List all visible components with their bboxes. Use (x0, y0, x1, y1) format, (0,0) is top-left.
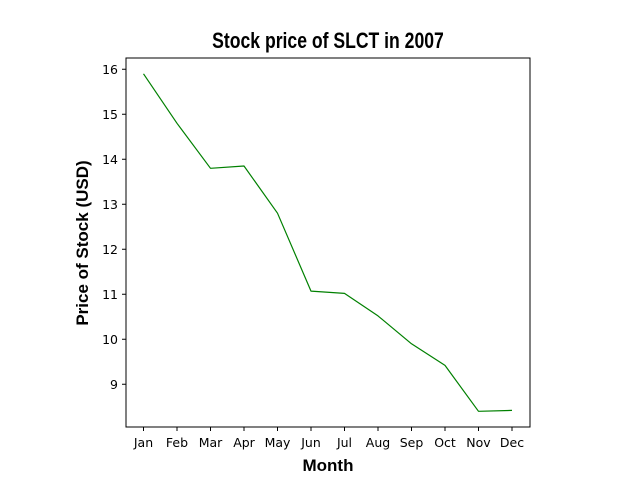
series-layer (143, 73, 513, 412)
x-tick-label: Sep (400, 435, 424, 450)
x-tick-label: Aug (366, 435, 390, 450)
x-tick-label: May (265, 435, 291, 450)
x-tick-label: Oct (434, 435, 456, 450)
y-tick-label: 16 (102, 62, 118, 77)
x-tick-label: Jan (133, 435, 153, 450)
x-tick-label: Jun (300, 435, 321, 450)
x-tick-label: Nov (466, 435, 491, 450)
y-tick-label: 9 (110, 377, 118, 392)
chart-title: Stock price of SLCT in 2007 (212, 29, 444, 53)
y-axis-label: Price of Stock (USD) (73, 160, 92, 325)
y-tick-label: 11 (102, 287, 118, 302)
x-tick-label: Apr (233, 435, 255, 450)
y-tick-label: 13 (102, 197, 118, 212)
y-tick-label: 10 (102, 332, 118, 347)
series-line-0 (143, 73, 513, 412)
y-axis: 9 10 11 12 13 14 15 16 (102, 62, 126, 392)
x-tick-label: Dec (500, 435, 524, 450)
y-tick-label: 14 (102, 152, 118, 167)
y-tick-label: 12 (102, 242, 118, 257)
plot-area-frame (125, 57, 531, 428)
x-tick-label: Feb (166, 435, 188, 450)
x-axis: Jan Feb Mar Apr May Jun Jul Aug Sep Oct Nov Dec (133, 427, 524, 450)
x-tick-label: Jul (336, 435, 352, 450)
y-tick-label: 15 (102, 107, 118, 122)
x-axis-label: Month (303, 456, 354, 475)
x-tick-label: Mar (199, 435, 223, 450)
